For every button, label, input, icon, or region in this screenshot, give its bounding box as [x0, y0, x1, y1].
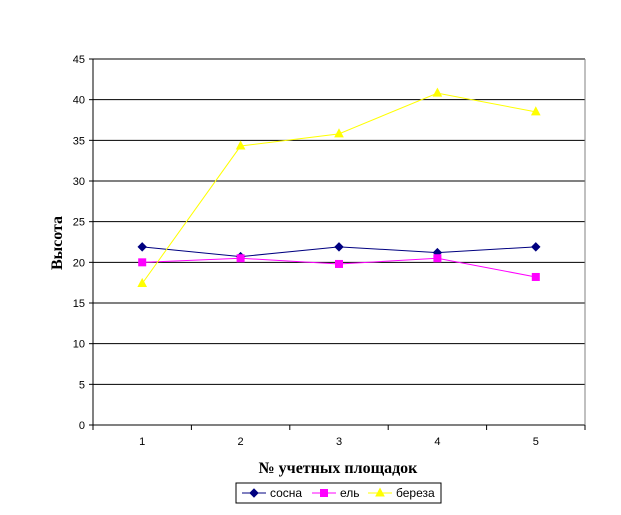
- x-tick-label: 1: [139, 436, 145, 448]
- legend-box: [235, 482, 442, 504]
- series-береза: [137, 87, 541, 287]
- data-point: [335, 259, 343, 268]
- y-tick-label: 45: [73, 54, 85, 66]
- y-tick-label: 15: [73, 298, 85, 310]
- x-tick-label: 4: [434, 436, 440, 448]
- y-axis-title: Высота: [49, 216, 66, 270]
- data-point: [235, 140, 246, 150]
- legend-label: береза: [396, 486, 435, 500]
- legend-label: сосна: [270, 486, 302, 500]
- y-tick-label: 30: [73, 176, 85, 188]
- y-tick-label: 25: [73, 217, 85, 229]
- legend-swatch-marker: [249, 488, 259, 498]
- data-point: [138, 258, 147, 267]
- data-point: [137, 242, 147, 252]
- legend-item-береза: береза: [368, 486, 435, 500]
- data-point: [531, 272, 540, 281]
- series-сосна: [137, 242, 541, 262]
- data-point: [236, 254, 245, 263]
- data-point: [334, 242, 344, 252]
- y-tick-label: 0: [79, 420, 85, 432]
- legend-label: ель: [340, 486, 360, 500]
- y-tick-label: 10: [73, 339, 85, 351]
- y-tick-label: 35: [73, 135, 85, 147]
- legend-item-сосна: сосна: [242, 486, 302, 500]
- x-tick-label: 2: [238, 436, 244, 448]
- legend-item-ель: ель: [312, 486, 360, 500]
- x-tick-label: 5: [533, 436, 539, 448]
- data-point: [531, 242, 541, 252]
- legend-swatch-marker: [375, 487, 385, 497]
- series-ель: [138, 254, 540, 281]
- y-tick-label: 5: [79, 379, 85, 391]
- legend-swatch-marker: [320, 489, 328, 497]
- x-tick-labels: 1 2 3 4 5: [139, 436, 539, 448]
- y-tick-label: 40: [73, 95, 85, 107]
- y-tick-label: 20: [73, 257, 85, 269]
- data-point: [334, 128, 344, 138]
- data-point: [530, 106, 541, 116]
- data-point: [137, 277, 148, 287]
- y-tick-labels: 0 5 10 15 20 25 30 35 40 45: [73, 54, 85, 432]
- x-tick-label: 3: [336, 436, 342, 448]
- axes: [89, 58, 586, 430]
- x-axis-title: № учетных площадок: [259, 460, 419, 477]
- data-point: [433, 254, 442, 263]
- series-line: [141, 92, 536, 284]
- legend: сосна ель береза: [235, 482, 442, 504]
- series-group: [137, 87, 541, 287]
- data-point: [432, 87, 443, 97]
- grid-lines: [93, 58, 585, 385]
